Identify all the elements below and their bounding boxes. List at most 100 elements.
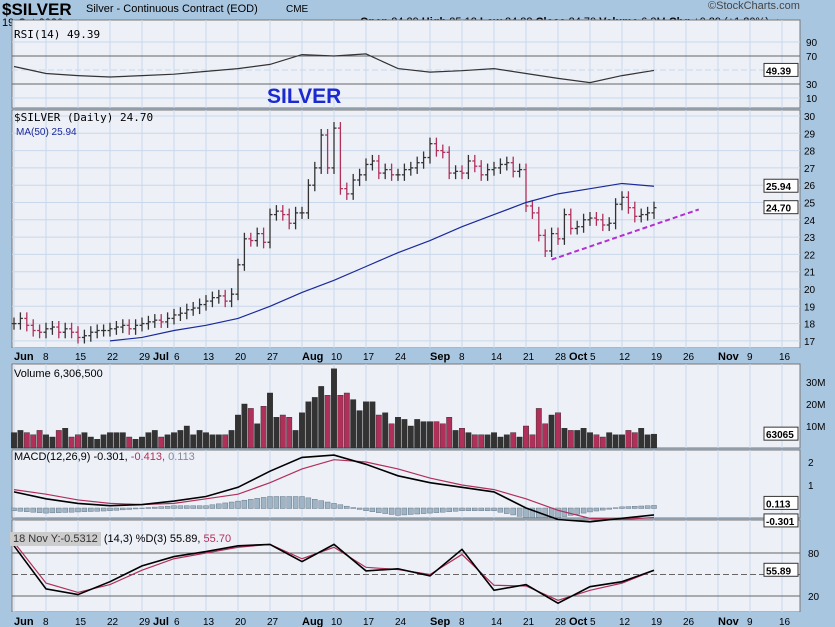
volume-bar bbox=[94, 439, 101, 449]
x-tick-label: 27 bbox=[267, 617, 279, 627]
volume-bar bbox=[644, 434, 651, 449]
x-tick-label: 6 bbox=[174, 352, 180, 363]
macd-line bbox=[13, 454, 655, 523]
volume-bar bbox=[132, 439, 139, 449]
macd-histogram-bar bbox=[267, 496, 273, 509]
x-tick-label: Oct bbox=[569, 351, 588, 363]
volume-bar bbox=[407, 425, 414, 449]
volume-title: Volume 6,306,500 bbox=[14, 368, 103, 380]
price-y-tick: 30 bbox=[804, 112, 816, 123]
volume-bar bbox=[606, 432, 613, 449]
price-y-tick: 22 bbox=[804, 250, 816, 261]
macd-histogram-bar bbox=[273, 496, 280, 509]
ma50-line bbox=[109, 182, 655, 342]
macd-histogram-bar bbox=[382, 507, 388, 514]
volume-bar bbox=[503, 434, 510, 449]
volume-bar bbox=[619, 434, 625, 449]
macd-histogram-bar bbox=[510, 507, 516, 516]
ma-last-label-bg bbox=[763, 178, 799, 193]
x-tick-label: Oct bbox=[569, 616, 588, 627]
instrument-name: Silver - Continuous Contract (EOD) bbox=[86, 3, 258, 15]
macd-histogram-bar bbox=[43, 507, 49, 514]
stoch-k-line bbox=[13, 543, 655, 605]
volume-bar bbox=[87, 436, 94, 449]
macd-histogram-bar bbox=[529, 507, 536, 518]
volume-bar bbox=[561, 428, 568, 449]
volume-bar bbox=[107, 432, 113, 449]
macd-histogram-bar bbox=[241, 499, 248, 509]
stoch-last-label-bg bbox=[763, 562, 799, 577]
volume-y-tick: 30M bbox=[806, 378, 825, 389]
volume-bar bbox=[215, 434, 222, 449]
macd-histogram-bar bbox=[280, 496, 286, 509]
x-tick-label: 10 bbox=[331, 352, 343, 363]
macd-signal-line bbox=[13, 459, 655, 521]
volume-bar bbox=[363, 401, 369, 449]
macd-histogram-bar bbox=[171, 505, 177, 509]
volume-bar bbox=[567, 430, 574, 449]
volume-bar bbox=[331, 368, 337, 449]
macd-histogram-bar bbox=[484, 507, 491, 511]
macd-histogram-bar bbox=[395, 507, 401, 516]
x-tick-label: 24 bbox=[395, 617, 407, 627]
rsi-y-tick: 90 bbox=[806, 38, 818, 49]
macd-histogram-bar bbox=[446, 507, 452, 512]
volume-bar bbox=[100, 434, 107, 449]
price-y-tick: 19 bbox=[804, 302, 816, 313]
macd-histogram-bar bbox=[452, 507, 459, 512]
x-tick-label: 20 bbox=[235, 617, 247, 627]
macd-histogram-bar bbox=[363, 507, 369, 511]
price-y-tick: 21 bbox=[804, 268, 816, 279]
volume-bar bbox=[30, 434, 37, 449]
macd-histogram-bar bbox=[286, 496, 292, 509]
volume-bar bbox=[55, 430, 62, 449]
x-tick-label: 8 bbox=[43, 352, 49, 363]
macd-histogram-bar bbox=[574, 507, 580, 515]
macd-value: MACD(12,26,9) -0.301, bbox=[14, 451, 131, 463]
volume-bar bbox=[260, 406, 267, 449]
rsi-title: RSI(14) 49.39 bbox=[14, 28, 101, 41]
volume-bar bbox=[113, 432, 120, 449]
macd-histogram-bar bbox=[11, 507, 17, 511]
x-tick-label: 12 bbox=[619, 352, 631, 363]
macd-histogram-bar bbox=[651, 505, 657, 509]
x-tick-label: 15 bbox=[75, 617, 87, 627]
macd-histogram-bar bbox=[158, 506, 164, 509]
volume-bar bbox=[555, 412, 561, 449]
macd-histogram-bar bbox=[318, 500, 324, 509]
rsi-last-label: 49.39 bbox=[766, 66, 791, 77]
volume-bar bbox=[36, 430, 43, 449]
volume-bar bbox=[311, 397, 318, 449]
volume-bar bbox=[49, 436, 56, 449]
macd-histogram-bar bbox=[113, 507, 120, 511]
volume-bar bbox=[446, 417, 453, 449]
x-tick-label: 5 bbox=[590, 352, 596, 363]
macd-histogram-bar bbox=[209, 504, 216, 509]
macd-signal: -0.413, bbox=[130, 451, 169, 463]
price-y-tick: 24 bbox=[804, 216, 816, 227]
macd-histogram-bar bbox=[401, 507, 408, 516]
x-tick-label: 27 bbox=[267, 352, 279, 363]
x-tick-label: 9 bbox=[747, 352, 753, 363]
x-tick-label: 8 bbox=[43, 617, 49, 627]
macd-histogram-bar bbox=[120, 507, 126, 511]
x-axis bbox=[0, 348, 835, 362]
macd-histogram-bar bbox=[433, 507, 440, 513]
macd-histogram-bar bbox=[388, 507, 395, 515]
volume-bar bbox=[497, 436, 504, 449]
rsi-y-tick: 10 bbox=[806, 94, 818, 105]
volume-bar bbox=[638, 428, 645, 449]
macd-histogram-bar bbox=[126, 507, 132, 510]
macd-histogram-bar bbox=[228, 501, 235, 509]
volume-bar bbox=[631, 432, 638, 449]
macd-histogram-bar bbox=[260, 497, 267, 509]
x-tick-label: 14 bbox=[491, 617, 503, 627]
volume-bar bbox=[356, 410, 363, 449]
volume-bar bbox=[68, 436, 75, 449]
macd-histogram-bar bbox=[555, 507, 561, 518]
x-tick-label: 5 bbox=[590, 617, 596, 627]
volume-bar bbox=[369, 401, 376, 449]
panel-macd bbox=[11, 449, 801, 519]
x-tick-label: 28 bbox=[555, 352, 567, 363]
